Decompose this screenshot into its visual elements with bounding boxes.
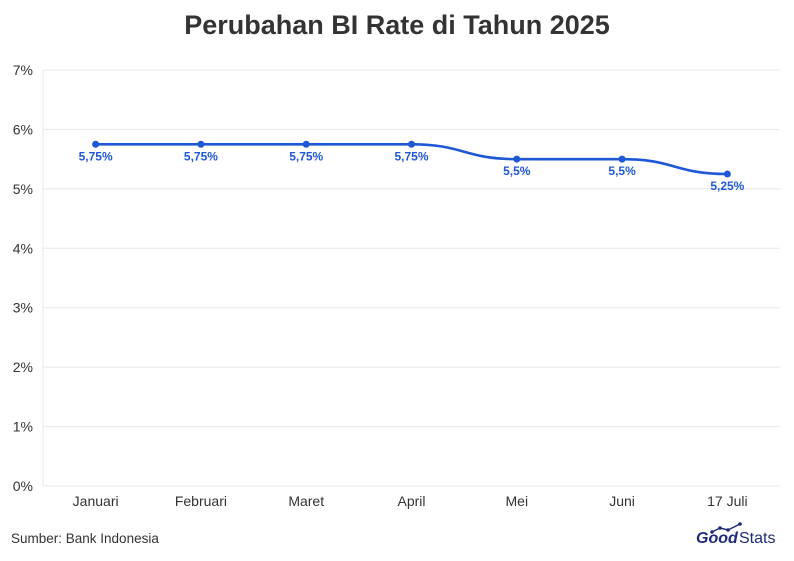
data-points <box>92 140 731 178</box>
grid-lines <box>42 69 780 487</box>
data-point <box>197 140 205 148</box>
logo-text-good: Good <box>696 530 738 547</box>
data-label: 5,75% <box>184 149 218 163</box>
data-point <box>723 170 731 178</box>
data-label: 5,75% <box>79 149 113 163</box>
goodstats-logo: Good Stats <box>696 522 782 550</box>
data-label: 5,75% <box>394 149 428 163</box>
y-tick-label: 6% <box>13 121 33 137</box>
chart-title: Perubahan BI Rate di Tahun 2025 <box>184 10 610 40</box>
data-label: 5,5% <box>503 164 531 178</box>
y-tick-label: 1% <box>13 419 33 435</box>
data-label: 5,75% <box>289 149 323 163</box>
x-tick-label: 17 Juli <box>707 493 747 509</box>
data-point <box>92 140 100 148</box>
data-label: 5,5% <box>608 164 636 178</box>
x-tick-label: Juni <box>609 493 635 509</box>
logo-text-stats: Stats <box>739 530 776 547</box>
data-point <box>302 140 310 148</box>
data-labels: 5,75% 5,75% 5,75% 5,75% 5,5% 5,5% 5,25% <box>79 149 745 193</box>
y-tick-label: 3% <box>13 300 33 316</box>
y-tick-label: 7% <box>13 62 33 78</box>
y-tick-label: 2% <box>13 359 33 375</box>
data-point <box>513 155 521 163</box>
x-tick-label: Mei <box>506 493 529 509</box>
data-point <box>618 155 626 163</box>
data-point <box>408 140 415 148</box>
x-tick-label: April <box>397 493 425 509</box>
x-tick-label: Februari <box>175 493 227 509</box>
y-axis-tick-labels: 0% 1% 2% 3% 4% 5% 6% 7% <box>13 62 33 494</box>
source-note: Sumber: Bank Indonesia <box>11 531 159 546</box>
x-axis-tick-labels: Januari Februari Maret April Mei Juni 17 Juli <box>73 493 748 509</box>
data-label: 5,25% <box>710 179 744 193</box>
y-tick-label: 4% <box>13 240 33 256</box>
x-tick-label: Januari <box>73 493 119 509</box>
y-tick-label: 0% <box>13 478 33 494</box>
y-tick-label: 5% <box>13 181 33 197</box>
rising-chart-icon <box>710 522 742 534</box>
x-tick-label: Maret <box>288 493 324 509</box>
